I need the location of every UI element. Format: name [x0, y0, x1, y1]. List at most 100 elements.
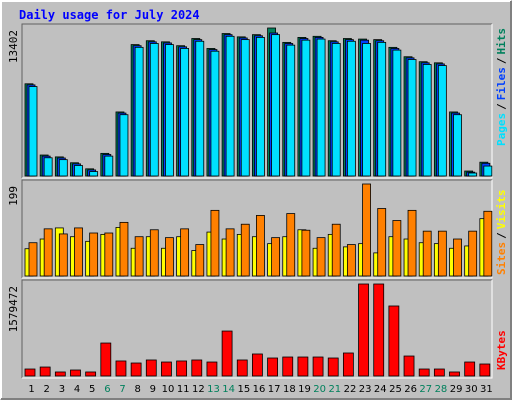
x-tick-label: 29 [450, 384, 463, 395]
x-tick-label: 1 [28, 384, 34, 395]
panel-edge-dark [21, 23, 492, 178]
bar [104, 232, 114, 277]
panel-edge-dark [21, 279, 492, 378]
bar [331, 223, 341, 277]
x-tick-label: 28 [435, 384, 448, 395]
bar [180, 228, 190, 277]
bar [70, 369, 81, 377]
bar [346, 244, 356, 277]
bar [252, 353, 263, 377]
bar [388, 305, 400, 377]
x-tick-label: 21 [328, 384, 341, 395]
x-tick-label: 2 [44, 384, 50, 395]
bar [24, 368, 36, 377]
bar [176, 360, 188, 377]
bar [453, 238, 462, 277]
x-tick-label: 4 [74, 384, 80, 395]
bar [210, 209, 220, 277]
x-tick-label: 8 [135, 384, 141, 395]
bar [100, 342, 112, 377]
x-tick-label: 27 [419, 384, 432, 395]
bar [165, 44, 174, 177]
bar [195, 40, 205, 177]
y-tick-label: 199 [7, 186, 20, 206]
legend-separator: / [495, 232, 508, 239]
bar [316, 237, 326, 277]
panel-edge-light [22, 24, 493, 179]
bar [479, 363, 491, 377]
bar [256, 215, 265, 277]
bar [256, 37, 265, 177]
x-tick-label: 16 [253, 384, 266, 395]
x-tick-label: 10 [162, 384, 175, 395]
bar [149, 229, 159, 277]
legend-label: Visits [495, 190, 508, 230]
bar [464, 361, 476, 377]
bar [165, 237, 174, 277]
bar [422, 64, 432, 177]
bar [327, 357, 339, 377]
legend-separator: / [495, 57, 508, 64]
bar [43, 228, 53, 277]
bar [134, 236, 144, 277]
bar [119, 221, 129, 277]
bar [149, 43, 159, 177]
bar [195, 244, 205, 277]
bar [236, 359, 248, 377]
bar [43, 157, 53, 177]
chart-title: Daily usage for July 2024 [19, 8, 200, 22]
bar [225, 228, 235, 277]
bar [362, 43, 371, 177]
x-tick-label: 18 [283, 384, 296, 395]
legend-label: Pages [495, 113, 508, 146]
x-tick-label: 5 [89, 384, 95, 395]
bar [58, 159, 68, 177]
bar [449, 371, 460, 377]
bar [392, 220, 402, 277]
bar [221, 330, 233, 377]
bar [130, 362, 142, 377]
y-tick-label: 1579472 [7, 286, 20, 332]
legend-label: Hits [495, 28, 508, 55]
bar [119, 114, 129, 177]
bar [74, 165, 83, 177]
x-tick-label: 15 [237, 384, 250, 395]
x-tick-label: 11 [177, 384, 190, 395]
bar [403, 355, 415, 377]
bar [312, 356, 324, 377]
legend: KBytes [495, 330, 508, 370]
bar [267, 357, 278, 377]
bar [433, 368, 445, 377]
x-tick-label: 14 [222, 384, 235, 395]
bar [240, 39, 250, 177]
bar [115, 360, 127, 377]
bar [377, 41, 387, 177]
x-tick-label: 12 [192, 384, 205, 395]
bar [282, 356, 294, 377]
legend-label: Files [495, 67, 508, 100]
bar [316, 38, 326, 177]
x-tick-label: 7 [119, 384, 125, 395]
legend-label: Sites [495, 242, 508, 275]
bar [286, 213, 296, 277]
bar [85, 371, 97, 377]
bar [240, 223, 250, 277]
x-tick-label: 3 [59, 384, 65, 395]
bar [161, 361, 172, 377]
bar [89, 232, 99, 277]
x-tick-label: 22 [344, 384, 357, 395]
bar [225, 35, 235, 177]
bar [437, 230, 447, 277]
bar [191, 359, 203, 377]
bar [377, 208, 387, 277]
x-tick-label: 23 [359, 384, 372, 395]
bar [28, 242, 38, 277]
bar [301, 39, 311, 177]
x-tick-label: 24 [374, 384, 387, 395]
x-tick-label: 13 [207, 384, 220, 395]
panel-edge-light [22, 280, 493, 379]
x-tick-label: 26 [404, 384, 417, 395]
x-tick-label: 31 [480, 384, 493, 395]
